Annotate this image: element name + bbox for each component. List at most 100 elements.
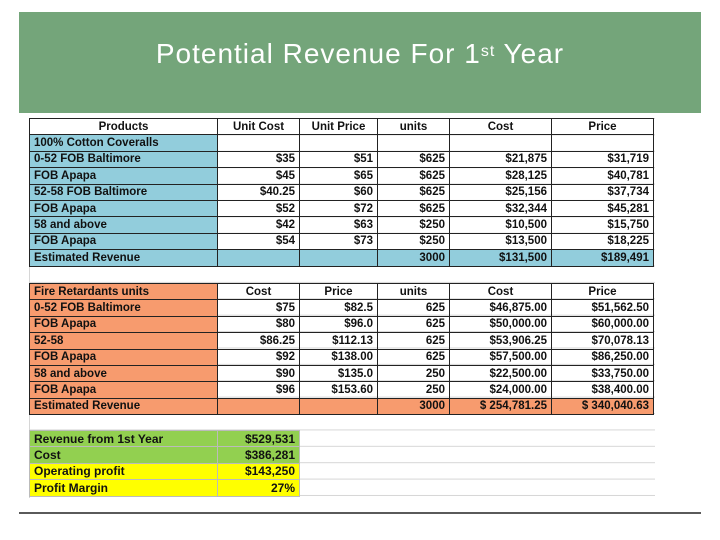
estimated-revenue-row: Estimated Revenue 3000 $ 254,781.25 $ 34… bbox=[29, 397, 654, 416]
cell: $625 bbox=[377, 183, 450, 201]
row-label: FOB Apapa bbox=[29, 232, 218, 251]
row-label: FOB Apapa bbox=[29, 315, 218, 334]
cell bbox=[299, 397, 378, 416]
cell bbox=[299, 249, 378, 267]
cell: $22,500.00 bbox=[449, 364, 552, 383]
cell: $135.0 bbox=[299, 364, 378, 383]
row-label: 100% Cotton Coveralls bbox=[29, 134, 218, 152]
header-cell: units bbox=[377, 117, 450, 136]
table-row: 100% Cotton Coveralls bbox=[29, 134, 654, 152]
cell: $10,500 bbox=[449, 216, 552, 234]
header-cell: Cost bbox=[449, 117, 552, 136]
summary-value: $143,250 bbox=[217, 462, 300, 481]
table-row: 52-58 FOB Baltimore $40.25 $60 $625 $25,… bbox=[29, 183, 654, 201]
row-label: Estimated Revenue bbox=[29, 397, 218, 416]
cell: $86.25 bbox=[217, 332, 300, 350]
cell: $138.00 bbox=[299, 348, 378, 366]
cell: $65 bbox=[299, 167, 378, 185]
row-label: 52-58 bbox=[29, 332, 218, 350]
title-banner bbox=[19, 12, 701, 113]
cell: $ 340,040.63 bbox=[551, 397, 654, 416]
summary-table: Revenue from 1st Year $529,531 Cost $386… bbox=[29, 429, 300, 497]
cell: $51,562.50 bbox=[551, 299, 654, 317]
header-cell: Products bbox=[29, 117, 218, 136]
cell bbox=[551, 134, 654, 152]
row-label: FOB Apapa bbox=[29, 167, 218, 185]
cell: 3000 bbox=[377, 397, 450, 416]
cell: $82.5 bbox=[299, 299, 378, 317]
table-row: 0-52 FOB Baltimore $35 $51 $625 $21,875 … bbox=[29, 150, 654, 169]
row-label: FOB Apapa bbox=[29, 381, 218, 399]
cell: $80 bbox=[217, 315, 300, 334]
title-end: Year bbox=[495, 38, 565, 69]
cell: $250 bbox=[377, 216, 450, 234]
cell: $31,719 bbox=[551, 150, 654, 169]
cell: $625 bbox=[377, 199, 450, 218]
table-row: 58 and above $42 $63 $250 $10,500 $15,75… bbox=[29, 216, 654, 234]
summary-row: Profit Margin 27% bbox=[29, 479, 300, 497]
cell: 625 bbox=[377, 348, 450, 366]
cell: $35 bbox=[217, 150, 300, 169]
cell: $21,875 bbox=[449, 150, 552, 169]
cell: $72 bbox=[299, 199, 378, 218]
cell: $24,000.00 bbox=[449, 381, 552, 399]
header-cell: Price bbox=[551, 117, 654, 136]
cell: $25,156 bbox=[449, 183, 552, 201]
footer-rule bbox=[19, 512, 701, 514]
header-cell: Cost bbox=[449, 282, 552, 301]
cell: $57,500.00 bbox=[449, 348, 552, 366]
cell: $625 bbox=[377, 167, 450, 185]
cell: $13,500 bbox=[449, 232, 552, 251]
cell: $86,250.00 bbox=[551, 348, 654, 366]
table-row: FOB Apapa $92 $138.00 625 $57,500.00 $86… bbox=[29, 348, 654, 366]
cell: $75 bbox=[217, 299, 300, 317]
cell: $45 bbox=[217, 167, 300, 185]
header-cell: Price bbox=[551, 282, 654, 301]
cell: $50,000.00 bbox=[449, 315, 552, 334]
cell: $131,500 bbox=[449, 249, 552, 267]
cell: $ 254,781.25 bbox=[449, 397, 552, 416]
cell: 625 bbox=[377, 332, 450, 350]
cell: $73 bbox=[299, 232, 378, 251]
summary-label: Operating profit bbox=[29, 462, 218, 481]
header-cell: Fire Retardants units bbox=[29, 282, 218, 301]
cell bbox=[377, 134, 450, 152]
cell bbox=[299, 134, 378, 152]
summary-label: Revenue from 1st Year bbox=[29, 429, 218, 448]
cell: $33,750.00 bbox=[551, 364, 654, 383]
header-cell: Price bbox=[299, 282, 378, 301]
cell: $189,491 bbox=[551, 249, 654, 267]
estimated-revenue-row: Estimated Revenue 3000 $131,500 $189,491 bbox=[29, 249, 654, 267]
row-label: 0-52 FOB Baltimore bbox=[29, 150, 218, 169]
table-row: FOB Apapa $54 $73 $250 $13,500 $18,225 bbox=[29, 232, 654, 251]
table-row: FOB Apapa $52 $72 $625 $32,344 $45,281 bbox=[29, 199, 654, 218]
title-superscript: st bbox=[480, 43, 496, 60]
table-row: FOB Apapa $96 $153.60 250 $24,000.00 $38… bbox=[29, 381, 654, 399]
cell: $153.60 bbox=[299, 381, 378, 399]
cell: $42 bbox=[217, 216, 300, 234]
cell: $60 bbox=[299, 183, 378, 201]
cell: 250 bbox=[377, 381, 450, 399]
cell: 3000 bbox=[377, 249, 450, 267]
cell: $15,750 bbox=[551, 216, 654, 234]
header-cell: Unit Cost bbox=[217, 117, 300, 136]
summary-value: $529,531 bbox=[217, 429, 300, 448]
cell: $53,906.25 bbox=[449, 332, 552, 350]
cell: $37,734 bbox=[551, 183, 654, 201]
summary-row: Cost $386,281 bbox=[29, 446, 300, 464]
cotton-table: Products Unit Cost Unit Price units Cost… bbox=[29, 117, 654, 267]
cell: $51 bbox=[299, 150, 378, 169]
cell bbox=[217, 249, 300, 267]
cell bbox=[217, 134, 300, 152]
table-row: FOB Apapa $80 $96.0 625 $50,000.00 $60,0… bbox=[29, 315, 654, 334]
cell: 625 bbox=[377, 315, 450, 334]
cell: $70,078.13 bbox=[551, 332, 654, 350]
cell: $250 bbox=[377, 232, 450, 251]
cell: $40,781 bbox=[551, 167, 654, 185]
table-header-row: Products Unit Cost Unit Price units Cost… bbox=[29, 117, 654, 136]
row-label: 52-58 FOB Baltimore bbox=[29, 183, 218, 201]
summary-row: Operating profit $143,250 bbox=[29, 462, 300, 481]
summary-value: $386,281 bbox=[217, 446, 300, 464]
slide-title: Potential Revenue For 1st Year bbox=[0, 38, 720, 70]
cell: $40.25 bbox=[217, 183, 300, 201]
